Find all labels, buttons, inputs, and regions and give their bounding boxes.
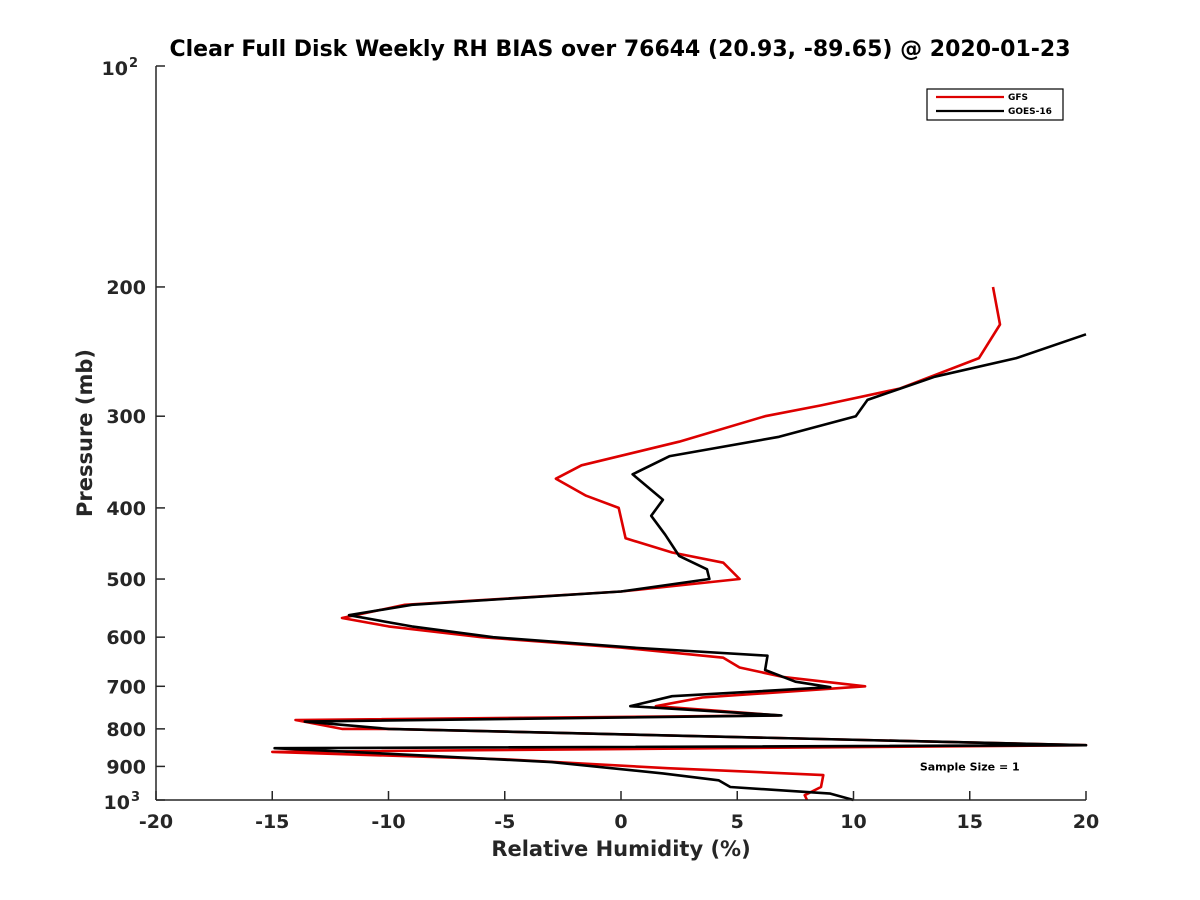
y-tick-label: 500: [106, 569, 146, 591]
axes: [155, 66, 1086, 801]
x-tick-label: 0: [614, 811, 627, 833]
x-ticks: -20 -15 -10 -5 0 5 10 15 20: [139, 791, 1099, 833]
series-line-gfs: [270, 286, 1088, 801]
x-tick-label: -15: [255, 811, 289, 833]
sample-size-annotation: Sample Size = 1: [920, 760, 1020, 773]
y-tick-label: 300: [106, 406, 146, 428]
chart-title: Clear Full Disk Weekly RH BIAS over 7664…: [169, 37, 1070, 62]
y-top-label-base: 10: [102, 58, 128, 80]
y-tick-label: 800: [106, 719, 146, 741]
series-layer: [270, 286, 1088, 802]
y-top-label-exp: 2: [129, 56, 138, 71]
y-tick-label: 600: [106, 627, 146, 649]
legend-label-goes16: GOES-16: [1008, 107, 1052, 117]
y-tick-label: 200: [106, 277, 146, 299]
y-tick-label: 900: [106, 756, 146, 778]
y-bottom-label-exp: 3: [131, 790, 140, 805]
legend-box: [926, 88, 1064, 121]
x-tick-label: 15: [957, 811, 983, 833]
x-tick-label: 20: [1073, 811, 1099, 833]
x-tick-label: 10: [840, 811, 866, 833]
x-tick-label: -20: [139, 811, 173, 833]
y-ticks: 200 300 400 500 600 700 800 900: [106, 65, 165, 801]
y-tick-label: 700: [106, 676, 146, 698]
legend-label-gfs: GFS: [1008, 93, 1028, 103]
y-bottom-label-base: 10: [104, 792, 130, 814]
y-tick-label: 400: [106, 498, 146, 520]
y-top-label: 10 2: [102, 56, 139, 80]
x-axis-label: Relative Humidity (%): [491, 837, 750, 861]
x-tick-label: -5: [494, 811, 515, 833]
x-tick-label: 5: [731, 811, 744, 833]
series-line-goes16: [273, 333, 1088, 802]
x-tick-label: -10: [371, 811, 405, 833]
y-axis-label: Pressure (mb): [73, 349, 97, 517]
legend: GFS GOES-16: [926, 88, 1064, 121]
y-bottom-label: 10 3: [104, 790, 141, 814]
